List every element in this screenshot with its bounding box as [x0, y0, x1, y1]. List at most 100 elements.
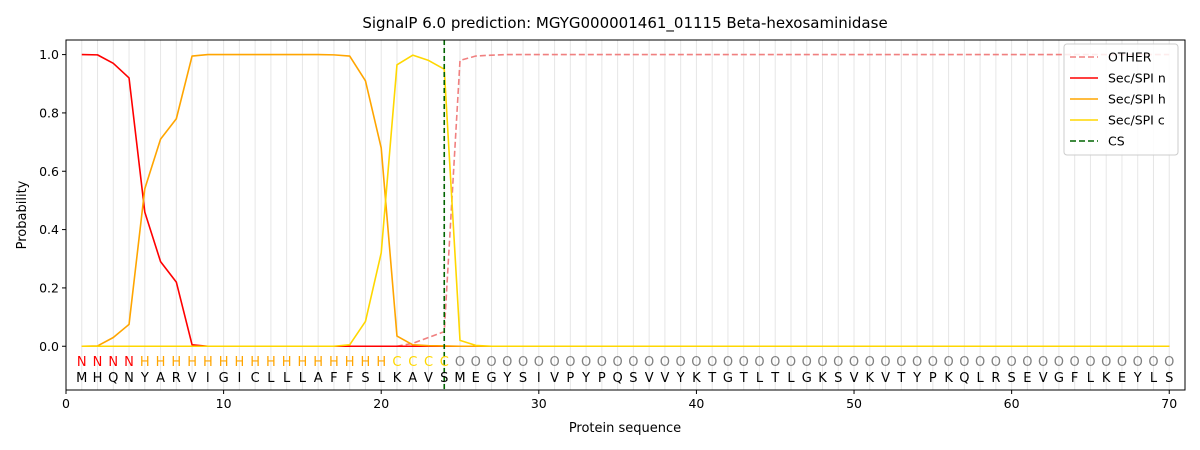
- residue-label: V: [645, 371, 654, 386]
- residue-label: A: [314, 371, 323, 386]
- x-axis-label: Protein sequence: [569, 421, 681, 436]
- residue-label: Y: [502, 371, 511, 386]
- residue-label: F: [1071, 371, 1078, 386]
- legend-label: Sec/SPI c: [1108, 113, 1165, 128]
- residue-label: Q: [959, 371, 969, 386]
- legend: OTHER Sec/SPI n Sec/SPI h Sec/SPI c CS: [1063, 43, 1179, 156]
- residue-label: V: [550, 371, 559, 386]
- region-label: C: [408, 355, 417, 370]
- residue-label: K: [393, 371, 402, 386]
- legend-label: Sec/SPI h: [1108, 92, 1166, 107]
- residue-label: R: [172, 371, 181, 386]
- residue-label: K: [818, 371, 827, 386]
- region-label: C: [440, 355, 449, 370]
- region-label: H: [361, 355, 371, 370]
- residue-label: G: [486, 371, 496, 386]
- region-label: N: [124, 355, 134, 370]
- y-tick-label: 0.4: [39, 222, 59, 237]
- residue-label: K: [1102, 371, 1111, 386]
- y-tick-label: 0.6: [39, 164, 59, 179]
- residue-label: V: [1039, 371, 1048, 386]
- region-label: O: [912, 355, 922, 370]
- region-label: H: [156, 355, 166, 370]
- region-label: H: [234, 355, 244, 370]
- residue-label: Q: [613, 371, 623, 386]
- region-label: H: [329, 355, 339, 370]
- region-label: O: [644, 355, 654, 370]
- residue-label: T: [896, 371, 905, 386]
- y-tick-label: 0.8: [39, 105, 59, 120]
- series-lines: [81, 53, 1170, 348]
- series-line-other: [81, 53, 1170, 348]
- region-label: O: [1101, 355, 1111, 370]
- region-label: O: [786, 355, 796, 370]
- region-label: O: [676, 355, 686, 370]
- region-label: C: [392, 355, 401, 370]
- x-axis-ticks: 0 10 20 30 40 50 60 70: [62, 390, 1177, 411]
- region-label: H: [282, 355, 292, 370]
- residue-label: Y: [676, 371, 685, 386]
- y-tick-label: 0.2: [39, 280, 59, 295]
- y-tick-label: 0.0: [39, 339, 59, 354]
- residue-label: E: [472, 371, 480, 386]
- residue-label: V: [850, 371, 859, 386]
- residue-label: G: [802, 371, 812, 386]
- region-label: H: [140, 355, 150, 370]
- region-label: O: [991, 355, 1001, 370]
- region-label: O: [896, 355, 906, 370]
- region-label: O: [1070, 355, 1080, 370]
- residue-label: S: [440, 371, 448, 386]
- region-label: O: [518, 355, 528, 370]
- legend-box: [1063, 43, 1179, 156]
- region-label: O: [660, 355, 670, 370]
- residue-label: V: [424, 371, 433, 386]
- region-label: O: [455, 355, 465, 370]
- residue-label: T: [770, 371, 779, 386]
- region-label: O: [975, 355, 985, 370]
- residue-label: T: [707, 371, 716, 386]
- residue-label: Y: [1133, 371, 1142, 386]
- region-label: O: [1133, 355, 1143, 370]
- residue-label: K: [944, 371, 953, 386]
- residue-label: T: [739, 371, 748, 386]
- region-label: O: [770, 355, 780, 370]
- region-label: O: [928, 355, 938, 370]
- region-label: H: [171, 355, 181, 370]
- x-tick-label: 30: [531, 396, 547, 411]
- region-label: O: [833, 355, 843, 370]
- residue-label: P: [598, 371, 606, 386]
- residue-label: M: [454, 371, 465, 386]
- region-label: O: [597, 355, 607, 370]
- residue-label: I: [537, 371, 541, 386]
- region-label: O: [549, 355, 559, 370]
- x-tick-label: 70: [1161, 396, 1177, 411]
- region-label: O: [1148, 355, 1158, 370]
- legend-label: CS: [1108, 134, 1125, 149]
- residue-label: E: [1023, 371, 1031, 386]
- region-label: C: [424, 355, 433, 370]
- y-tick-label: 1.0: [39, 47, 59, 62]
- residue-label: S: [834, 371, 842, 386]
- residue-label: S: [519, 371, 527, 386]
- legend-label: Sec/SPI n: [1108, 71, 1166, 86]
- series-line-sec-spi-c: [81, 54, 1170, 348]
- residue-label: H: [93, 371, 103, 386]
- region-label: H: [313, 355, 323, 370]
- region-label: N: [77, 355, 87, 370]
- sequence-labels: NMNHNQNNHYHAHRHVHIHGHIHCHLHLHLHAHFHFHSHL…: [76, 355, 1174, 386]
- region-label: O: [691, 355, 701, 370]
- residue-label: P: [566, 371, 574, 386]
- x-tick-label: 10: [216, 396, 232, 411]
- residue-label: L: [787, 371, 795, 386]
- region-label: O: [1054, 355, 1064, 370]
- residue-label: R: [991, 371, 1000, 386]
- region-label: H: [345, 355, 355, 370]
- residue-label: L: [267, 371, 275, 386]
- residue-label: V: [881, 371, 890, 386]
- residue-label: Q: [108, 371, 118, 386]
- region-label: N: [108, 355, 118, 370]
- x-tick-label: 60: [1004, 396, 1020, 411]
- residue-label: S: [1165, 371, 1173, 386]
- residue-label: L: [378, 371, 386, 386]
- residue-label: L: [1087, 371, 1095, 386]
